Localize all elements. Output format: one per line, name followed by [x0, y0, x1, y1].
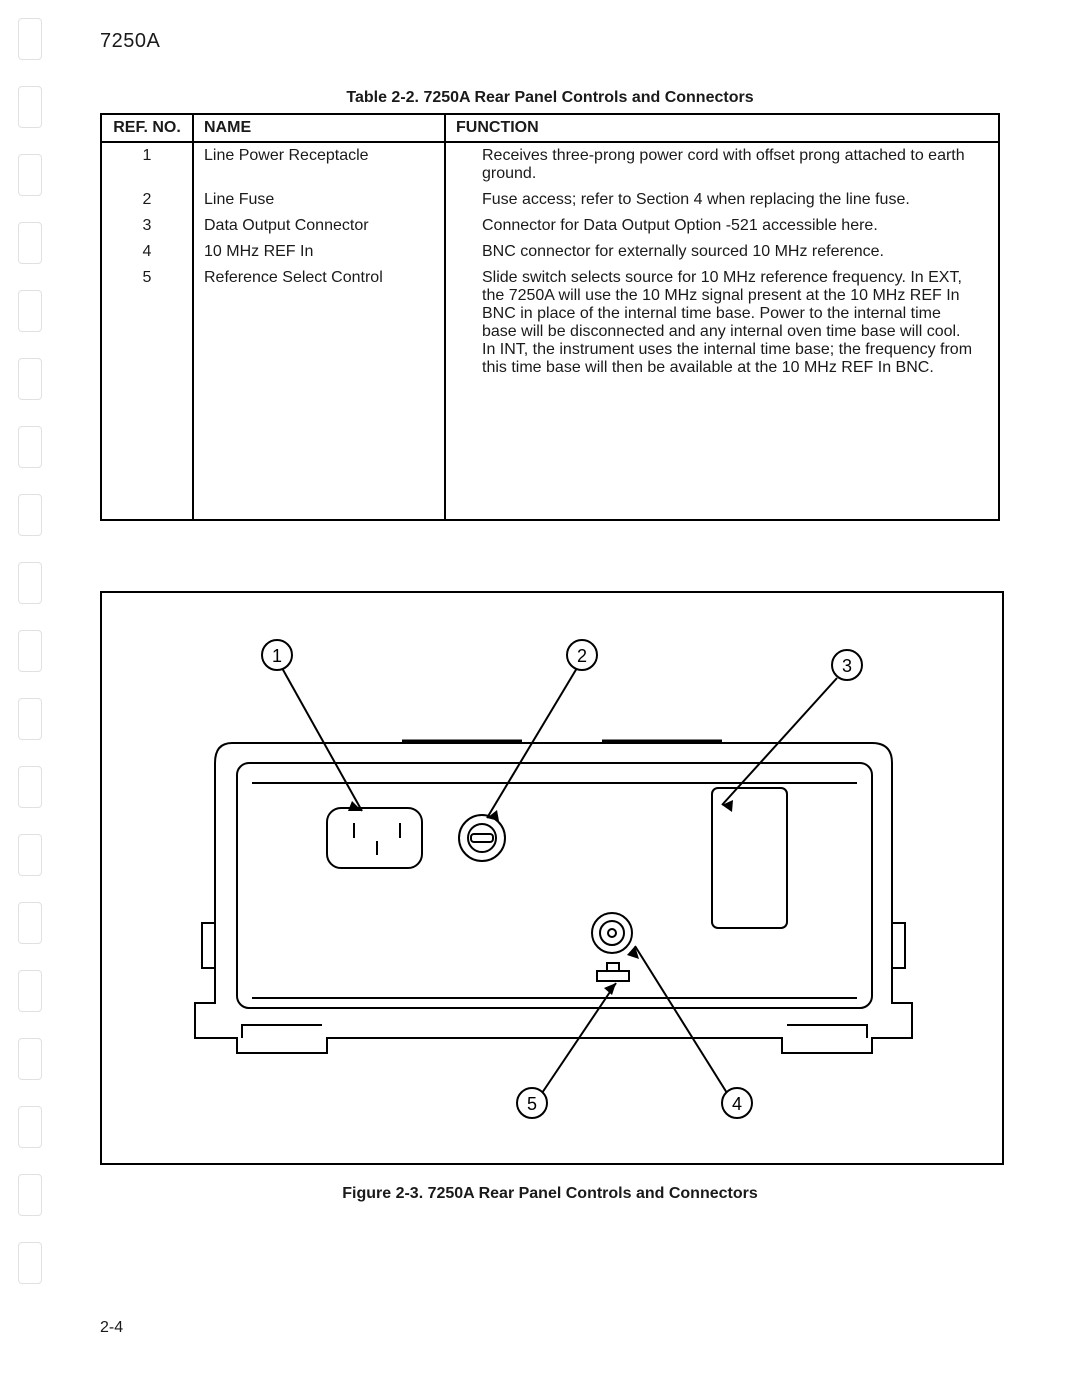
- bind-mark: [18, 290, 42, 332]
- model-number: 7250A: [100, 30, 1000, 53]
- figure-2-3: 1 2 3 4 5: [100, 591, 1004, 1165]
- cell-ref: 2: [101, 187, 193, 213]
- table-row-padding: [101, 381, 999, 520]
- cell-fn: Connector for Data Output Option -521 ac…: [445, 213, 999, 239]
- cell-fn: Receives three-prong power cord with off…: [445, 142, 999, 187]
- bind-mark: [18, 1242, 42, 1284]
- bind-mark: [18, 154, 42, 196]
- bind-mark: [18, 358, 42, 400]
- bind-mark: [18, 18, 42, 60]
- bind-mark: [18, 494, 42, 536]
- bind-mark: [18, 86, 42, 128]
- bind-mark: [18, 902, 42, 944]
- cell-name: Reference Select Control: [193, 265, 445, 381]
- cell-ref: 3: [101, 213, 193, 239]
- table-row: 3 Data Output Connector Connector for Da…: [101, 213, 999, 239]
- callout-1: 1: [272, 646, 282, 666]
- table-row: 5 Reference Select Control Slide switch …: [101, 265, 999, 381]
- col-function: FUNCTION: [445, 114, 999, 142]
- cell-ref: 1: [101, 142, 193, 187]
- content-area: 7250A Table 2-2. 7250A Rear Panel Contro…: [100, 30, 1000, 1209]
- cell-ref: 5: [101, 265, 193, 381]
- callout-4: 4: [732, 1094, 742, 1114]
- bind-mark: [18, 630, 42, 672]
- bind-mark: [18, 1106, 42, 1148]
- bind-mark: [18, 698, 42, 740]
- rear-panel-table: REF. NO. NAME FUNCTION 1 Line Power Rece…: [100, 113, 1000, 521]
- bind-mark: [18, 1174, 42, 1216]
- page: 7250A Table 2-2. 7250A Rear Panel Contro…: [0, 0, 1080, 1397]
- bind-mark: [18, 1038, 42, 1080]
- col-name: NAME: [193, 114, 445, 142]
- table-row: 4 10 MHz REF In BNC connector for extern…: [101, 239, 999, 265]
- cell-name: 10 MHz REF In: [193, 239, 445, 265]
- figure-caption: Figure 2-3. 7250A Rear Panel Controls an…: [100, 1185, 1000, 1203]
- bind-mark: [18, 426, 42, 468]
- bind-mark: [18, 222, 42, 264]
- cell-fn: BNC connector for externally sourced 10 …: [445, 239, 999, 265]
- callout-2: 2: [577, 646, 587, 666]
- table-row: 1 Line Power Receptacle Receives three-p…: [101, 142, 999, 187]
- callout-5: 5: [527, 1094, 537, 1114]
- callout-3: 3: [842, 656, 852, 676]
- bind-mark: [18, 970, 42, 1012]
- page-number: 2-4: [100, 1319, 123, 1337]
- table-header-row: REF. NO. NAME FUNCTION: [101, 114, 999, 142]
- cell-ref: 4: [101, 239, 193, 265]
- col-ref-no: REF. NO.: [101, 114, 193, 142]
- binding-marks: [18, 18, 50, 1310]
- bind-mark: [18, 834, 42, 876]
- cell-name: Data Output Connector: [193, 213, 445, 239]
- bind-mark: [18, 562, 42, 604]
- cell-fn: Fuse access; refer to Section 4 when rep…: [445, 187, 999, 213]
- table-row: 2 Line Fuse Fuse access; refer to Sectio…: [101, 187, 999, 213]
- cell-fn: Slide switch selects source for 10 MHz r…: [445, 265, 999, 381]
- cell-name: Line Fuse: [193, 187, 445, 213]
- table-2-2: Table 2-2. 7250A Rear Panel Controls and…: [100, 89, 1000, 521]
- cell-name: Line Power Receptacle: [193, 142, 445, 187]
- table-caption: Table 2-2. 7250A Rear Panel Controls and…: [100, 89, 1000, 107]
- bind-mark: [18, 766, 42, 808]
- rear-panel-diagram: 1 2 3 4 5: [102, 593, 1002, 1163]
